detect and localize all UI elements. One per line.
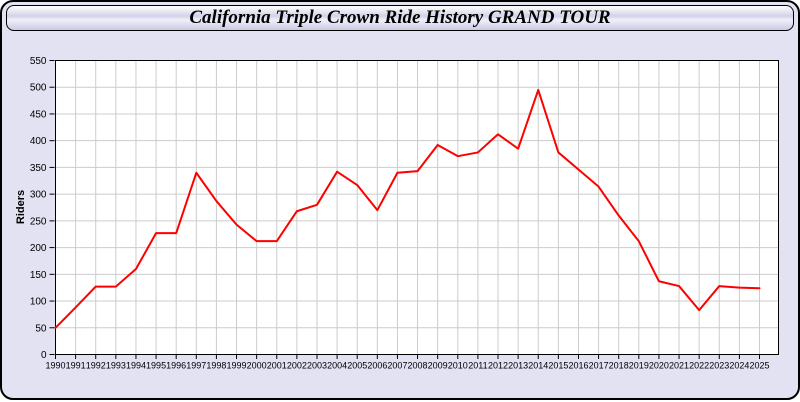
x-tick-label: 2001 — [267, 361, 287, 371]
y-tick-label: 100 — [30, 297, 47, 308]
x-tick-label: 2008 — [408, 361, 428, 371]
x-tick-label: 2000 — [247, 361, 267, 371]
x-tick-label: 2012 — [488, 361, 508, 371]
plot-border — [55, 60, 779, 355]
x-tick-label: 1992 — [86, 361, 106, 371]
x-tick-label: 2023 — [709, 361, 729, 371]
y-tick-label: 250 — [30, 216, 47, 227]
x-tick-label: 2003 — [307, 361, 327, 371]
y-tick-label: 50 — [35, 323, 47, 334]
x-tick-label: 2017 — [589, 361, 609, 371]
y-tick-label: 500 — [30, 83, 47, 94]
x-tick-label: 2006 — [367, 361, 387, 371]
x-tick-label: 2016 — [568, 361, 588, 371]
x-tick-label: 2025 — [749, 361, 769, 371]
x-tick-label: 2009 — [428, 361, 448, 371]
y-tick-label: 300 — [30, 190, 47, 201]
y-tick-label: 200 — [30, 243, 47, 254]
x-tick-label: 2013 — [508, 361, 528, 371]
riders-data-line — [54, 88, 761, 329]
y-tick-label: 450 — [30, 109, 47, 120]
x-tick-label: 1996 — [166, 361, 186, 371]
x-tick-label: 1995 — [146, 361, 166, 371]
x-tick-label: 2011 — [468, 361, 487, 371]
x-tick-label: 1993 — [106, 361, 126, 371]
x-tick-label: 2020 — [649, 361, 669, 371]
y-tick-label: 400 — [30, 136, 47, 147]
x-tick-label: 1999 — [227, 361, 247, 371]
x-tick-label: 2024 — [729, 361, 749, 371]
y-tick-label: 150 — [30, 270, 47, 281]
x-tick-label: 1994 — [126, 361, 146, 371]
y-tick-label: 0 — [41, 350, 47, 361]
page-title: California Triple Crown Ride History GRA… — [189, 7, 611, 28]
x-tick-label: 2021 — [669, 361, 689, 371]
x-tick-label: 1991 — [66, 361, 86, 371]
x-tick-label: 2014 — [528, 361, 548, 371]
plot-area — [55, 60, 779, 355]
x-tick-label: 2018 — [609, 361, 629, 371]
x-tick-label: 2015 — [548, 361, 568, 371]
x-tick-label: 2019 — [629, 361, 649, 371]
x-tick-label: 2010 — [448, 361, 468, 371]
y-tick-label: 350 — [30, 163, 47, 174]
x-tick-label: 2005 — [347, 361, 367, 371]
x-tick-label: 2002 — [287, 361, 307, 371]
chart-title-bar: California Triple Crown Ride History GRA… — [6, 5, 794, 31]
x-tick-label: 1997 — [186, 361, 206, 371]
y-tick-label: 550 — [30, 56, 47, 67]
x-tick-label: 2022 — [689, 361, 709, 371]
x-tick-label: 2004 — [327, 361, 347, 371]
x-tick-label: 1998 — [206, 361, 226, 371]
x-tick-label: 2007 — [387, 361, 407, 371]
x-tick-label: 1990 — [45, 361, 65, 371]
